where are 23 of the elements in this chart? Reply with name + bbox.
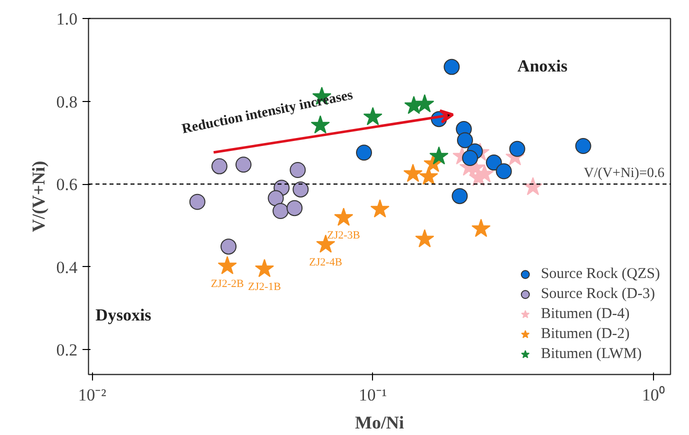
legend-label: Source Rock (QZS) bbox=[540, 266, 660, 282]
x-tick-label: 10⁻² bbox=[78, 386, 106, 404]
y-tick-label: 1.0 bbox=[56, 10, 78, 28]
legend-label: Bitumen (D-2) bbox=[540, 326, 630, 342]
y-tick-label: 0.2 bbox=[56, 340, 78, 360]
annotation: ZJ2-4B bbox=[309, 256, 342, 269]
legend-label: Bitumen (LWM) bbox=[540, 346, 642, 362]
annotation: ZJ2-2B bbox=[210, 278, 244, 290]
y-tick-label: 0.6 bbox=[56, 175, 78, 194]
y-tick-label: 0.8 bbox=[56, 92, 78, 112]
annotation: Reduction intensity increases bbox=[180, 88, 355, 138]
annotation: Dysoxis bbox=[96, 306, 152, 325]
annotation: ZJ2-3B bbox=[327, 230, 360, 242]
annotation: Anoxis bbox=[517, 56, 568, 76]
legend-label: Bitumen (D-4) bbox=[540, 306, 630, 322]
annotation: ZJ2-1B bbox=[248, 280, 281, 293]
ref-line-label: V/(V+Ni)=0.6 bbox=[584, 166, 665, 182]
x-tick-label: 10⁻¹ bbox=[358, 386, 387, 404]
y-axis-title: V/(V+Ni) bbox=[28, 160, 48, 232]
x-axis-title: Mo/Ni bbox=[355, 412, 404, 432]
y-tick-label: 0.4 bbox=[56, 258, 78, 277]
x-tick-label: 10⁰ bbox=[642, 386, 665, 404]
legend-label: Source Rock (D-3) bbox=[540, 286, 655, 302]
